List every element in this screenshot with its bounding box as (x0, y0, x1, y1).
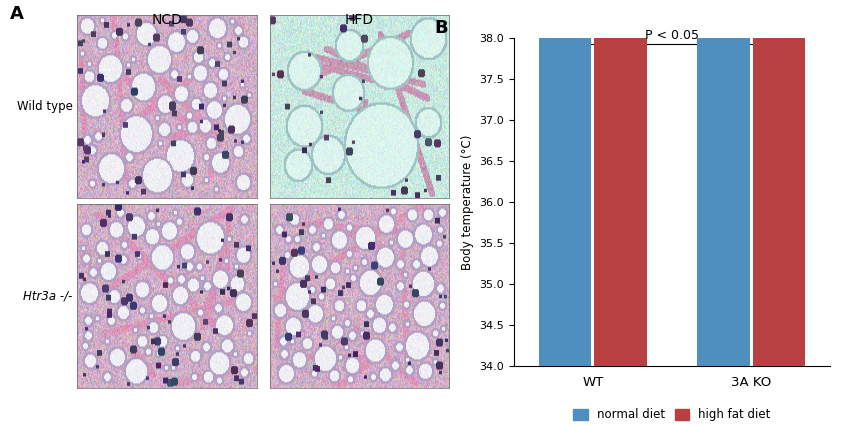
Text: NCD: NCD (152, 13, 182, 27)
Bar (594, 0, 647, 366)
Bar (697, 0, 750, 366)
Text: A: A (10, 5, 24, 23)
Text: HFD: HFD (345, 13, 374, 27)
Bar (538, 0, 591, 366)
Text: B: B (435, 19, 448, 37)
Y-axis label: Body temperature (°C): Body temperature (°C) (461, 135, 473, 270)
Text: Wild type: Wild type (17, 100, 73, 113)
Legend: normal diet, high fat diet: normal diet, high fat diet (568, 403, 776, 426)
Text: P < 0.05: P < 0.05 (645, 29, 699, 43)
Bar (752, 0, 805, 366)
Text: Htr3a -/-: Htr3a -/- (23, 290, 73, 302)
